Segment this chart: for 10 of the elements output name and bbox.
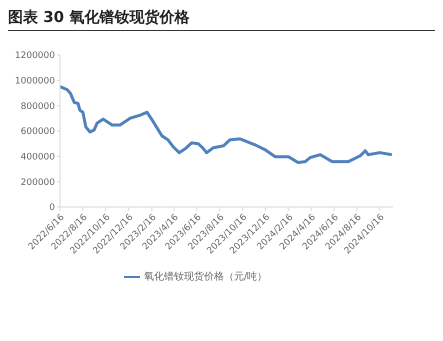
chart-title: 图表 30 氧化镨钕现货价格 (8, 8, 435, 31)
y-tick-label: 400000 (20, 152, 56, 163)
y-tick-label: 1000000 (14, 76, 56, 87)
y-tick-label: 0 (49, 203, 56, 214)
line-series (60, 85, 393, 164)
y-tick-label: 800000 (20, 102, 56, 112)
legend-label: 氧化镨钕现货价格（元/吨） (144, 272, 268, 283)
y-tick-label: 200000 (20, 178, 56, 188)
y-tick-label: 600000 (20, 127, 56, 138)
y-tick-label: 1200000 (14, 51, 56, 62)
